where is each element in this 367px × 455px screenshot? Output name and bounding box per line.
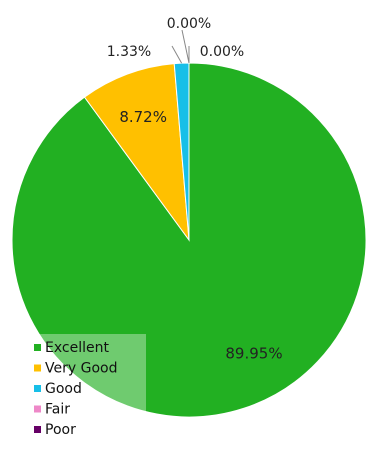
- label-fair: 0.00%: [200, 44, 244, 60]
- legend-label-excellent: Excellent: [45, 340, 109, 356]
- label-excellent: 89.95%: [225, 345, 282, 363]
- legend-swatch-fair: [34, 405, 41, 413]
- leader-good: [171, 45, 183, 64]
- slice-labels: 89.95% 8.72% 1.33% 0.00% 0.00%: [107, 16, 283, 363]
- label-poor: 0.00%: [167, 16, 211, 32]
- slice-excellent: [11, 62, 367, 418]
- legend-label-very-good: Very Good: [45, 361, 117, 377]
- label-good: 1.33%: [107, 44, 151, 60]
- legend-background: [26, 334, 146, 416]
- slice-very-good: [83, 63, 190, 242]
- legend-swatch-poor: [34, 426, 41, 433]
- pie-slices: [11, 62, 367, 418]
- legend-label-fair: Fair: [45, 402, 70, 418]
- legend-label-good: Good: [45, 381, 82, 397]
- leader-lines: [171, 29, 190, 64]
- legend-label-poor: Poor: [45, 422, 76, 438]
- legend-swatch-good: [34, 385, 41, 392]
- legend-swatch-excellent: [34, 344, 41, 351]
- label-very-good: 8.72%: [119, 108, 167, 126]
- leader-poor: [181, 29, 190, 64]
- legend: Excellent Very Good Good Fair Poor: [26, 334, 146, 438]
- legend-swatch-very-good: [34, 364, 41, 372]
